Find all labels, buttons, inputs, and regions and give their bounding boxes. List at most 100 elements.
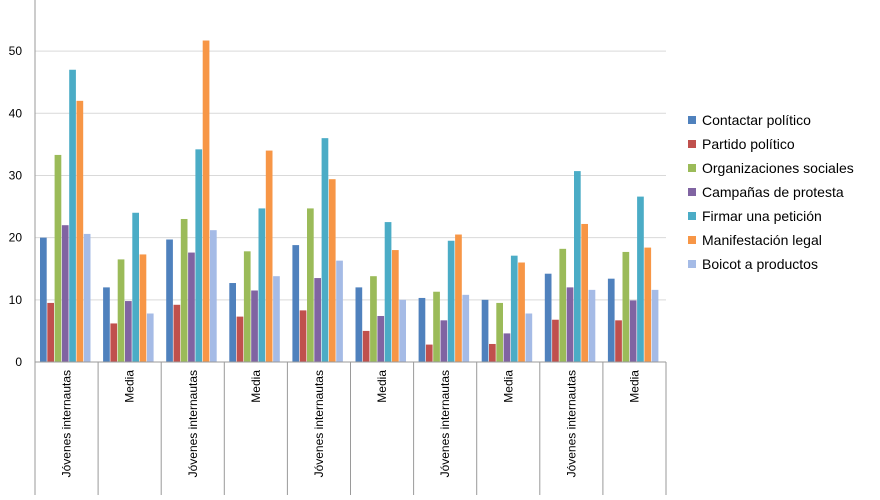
bar [433, 291, 440, 362]
x-category-label: Media [375, 370, 389, 403]
x-category-label: Jóvenes internautas [60, 370, 74, 477]
bar [503, 333, 511, 362]
bar [265, 150, 273, 362]
bar [525, 313, 533, 362]
bar [455, 234, 462, 362]
bar [615, 320, 622, 362]
legend-swatch [688, 116, 696, 124]
bar [47, 302, 54, 362]
bar [651, 289, 659, 362]
bar [637, 196, 644, 362]
legend-swatch [688, 236, 696, 244]
bar [69, 69, 76, 362]
x-category-label: Jóvenes internautas [186, 370, 200, 477]
legend-label: Organizaciones sociales [702, 160, 854, 176]
bar [384, 222, 392, 362]
bar [336, 260, 343, 362]
bar [76, 100, 84, 362]
bar [188, 252, 195, 362]
bar [328, 179, 336, 362]
y-axis-tick-labels: 0 10 20 30 40 50 [9, 44, 23, 369]
bar [607, 278, 615, 362]
bar [440, 320, 448, 362]
legend-swatch [688, 212, 696, 220]
legend-label: Manifestación legal [702, 232, 822, 248]
bar [518, 262, 525, 362]
bar [581, 223, 588, 362]
bar [202, 40, 210, 363]
bar [559, 248, 567, 362]
x-category-label: Jóvenes internautas [564, 370, 578, 477]
legend-swatch [688, 164, 696, 172]
bar [355, 287, 363, 362]
bar [180, 218, 188, 362]
bar [510, 255, 518, 362]
bar [61, 225, 69, 362]
x-category-label: Media [627, 370, 641, 403]
bar [110, 323, 118, 362]
bar [166, 239, 173, 362]
bar [139, 254, 147, 362]
bar [425, 344, 433, 362]
bar [552, 319, 559, 362]
bar [462, 294, 470, 362]
bar [40, 237, 47, 362]
bar [574, 171, 581, 362]
bar [370, 276, 377, 362]
bar [362, 330, 370, 362]
x-axis-category-labels: Jóvenes internautas Media Jóvenes internau… [60, 370, 642, 478]
bar [132, 212, 139, 362]
legend-swatch [688, 188, 696, 196]
bar [481, 299, 489, 362]
x-category-label: Jóvenes internautas [438, 370, 452, 477]
y-tick-label: 10 [9, 293, 23, 307]
bar [377, 315, 385, 362]
bar [236, 316, 244, 362]
bar [117, 259, 125, 362]
bar [292, 245, 300, 362]
bar [83, 233, 91, 362]
bar [243, 251, 251, 362]
legend-label: Boicot a productos [702, 256, 818, 272]
bar [54, 154, 62, 362]
legend-label: Contactar político [702, 112, 811, 128]
bar [588, 289, 596, 362]
bar [146, 313, 154, 362]
bar [622, 251, 630, 362]
bar [489, 343, 496, 362]
bar [229, 283, 236, 362]
bar [125, 301, 132, 362]
legend: Contactar político Partido político Organi… [688, 112, 854, 272]
x-category-label: Media [501, 370, 515, 403]
x-category-label: Media [123, 370, 137, 403]
bar [314, 278, 321, 362]
y-tick-label: 50 [9, 44, 23, 58]
legend-swatch [688, 140, 696, 148]
y-tick-label: 20 [9, 231, 23, 245]
legend-label: Firmar una petición [702, 208, 822, 224]
grid-lines [35, 50, 666, 301]
bar [544, 273, 552, 362]
bar [210, 230, 217, 362]
bar [399, 299, 406, 362]
y-tick-label: 0 [15, 355, 22, 369]
y-tick-label: 30 [9, 168, 23, 182]
legend-swatch [688, 260, 696, 268]
x-category-label: Jóvenes internautas [312, 370, 326, 477]
bar [566, 287, 574, 362]
y-tick-label: 40 [9, 106, 23, 120]
bar [321, 138, 329, 362]
bar [103, 287, 110, 362]
bar [418, 297, 426, 362]
bar [496, 302, 503, 362]
bar [447, 240, 455, 362]
bar [629, 300, 637, 362]
legend-label: Campañas de protesta [702, 184, 844, 200]
legend-label: Partido político [702, 136, 795, 152]
bar [173, 304, 181, 362]
bar [258, 208, 266, 362]
bar [644, 247, 652, 362]
bars [40, 40, 659, 363]
